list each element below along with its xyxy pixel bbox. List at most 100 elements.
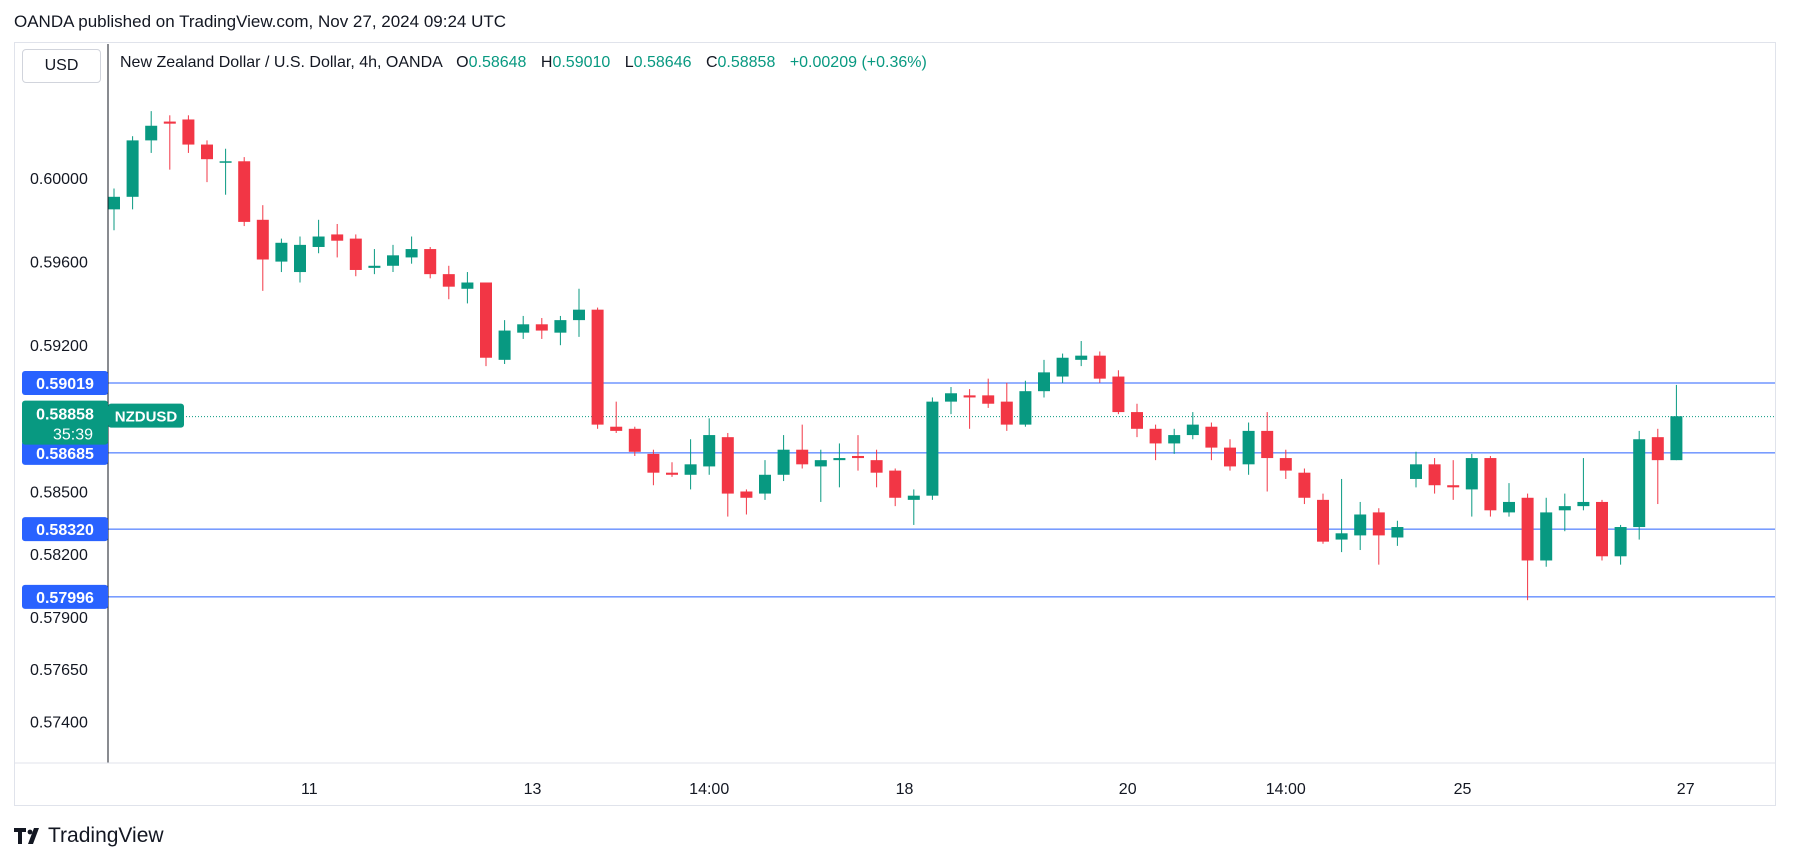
candle-body: [1614, 527, 1627, 557]
footer-brand: TradingView: [48, 824, 164, 847]
candle-body: [331, 234, 344, 241]
candle: [1354, 501, 1367, 551]
legend-close-value: 0.58858: [717, 54, 776, 71]
current-price-value: 0.58858: [36, 407, 94, 424]
candle-body: [498, 330, 511, 360]
candle-body: [1651, 437, 1664, 461]
y-tick-label: 0.57400: [30, 714, 88, 731]
candle-body: [1279, 458, 1292, 471]
candle: [628, 426, 641, 456]
hline-price-label: 0.58685: [22, 440, 108, 465]
candle: [963, 389, 976, 429]
candle: [1596, 499, 1608, 561]
candle: [647, 449, 660, 486]
candle: [163, 115, 176, 170]
candle: [573, 288, 585, 337]
candle-body: [1261, 430, 1274, 459]
candle: [982, 378, 995, 408]
candle: [312, 219, 325, 254]
candle: [1484, 455, 1497, 517]
candle-body: [833, 458, 846, 461]
candle: [591, 307, 604, 429]
legend-low-label: L: [624, 54, 634, 71]
candle: [1391, 520, 1404, 546]
hline-price-tag: [22, 517, 108, 542]
candle: [833, 443, 846, 488]
candle-body: [535, 324, 548, 331]
candle: [517, 315, 530, 339]
candle: [1242, 422, 1255, 475]
candle: [535, 318, 548, 339]
candle: [1670, 384, 1683, 461]
candle: [275, 238, 288, 273]
candle: [1614, 524, 1627, 565]
candle-body: [610, 426, 623, 431]
legend-open-value: 0.58648: [468, 54, 527, 71]
candle-body: [1075, 355, 1088, 360]
candle-body: [1633, 439, 1646, 528]
chart-legend: New Zealand Dollar / U.S. Dollar, 4h, OA…: [120, 54, 927, 72]
y-tick-label: 0.57650: [30, 662, 88, 679]
candle: [1410, 451, 1422, 488]
candle-body: [1354, 514, 1367, 536]
candle-body: [219, 161, 232, 163]
current-price-label: 0.58858 35:39 NZDUSD: [22, 400, 184, 445]
candle: [852, 435, 864, 471]
candle-body: [349, 238, 362, 270]
candle-body: [573, 309, 585, 321]
horizontal-lines-layer: [108, 382, 1775, 598]
candle-body: [442, 274, 455, 287]
candle-body: [312, 236, 325, 247]
candle: [1000, 382, 1013, 431]
candle-body: [945, 393, 957, 402]
candle-body: [889, 470, 902, 498]
candle-body: [368, 265, 381, 268]
candle: [1317, 493, 1329, 544]
candle-body: [1224, 447, 1236, 467]
candle-body: [163, 121, 176, 124]
candle-body: [145, 125, 158, 141]
candle-body: [1019, 391, 1032, 425]
candle-body: [926, 401, 939, 496]
hline-price-tag: [22, 584, 108, 609]
candle: [1131, 403, 1143, 438]
candle: [740, 489, 753, 515]
currency-button[interactable]: USD: [22, 49, 101, 83]
candle: [1335, 478, 1348, 553]
candle-body: [907, 495, 920, 500]
candle-body: [1540, 512, 1553, 561]
candle: [1205, 422, 1218, 461]
candle: [814, 449, 827, 502]
candle-body: [1131, 412, 1143, 429]
candle-body: [1465, 458, 1478, 490]
candle: [405, 236, 418, 264]
hline-price-label: 0.58320: [22, 517, 108, 542]
candle: [1447, 460, 1460, 500]
legend-close-label: C: [705, 54, 718, 71]
candle: [1261, 412, 1274, 492]
candle: [1186, 412, 1199, 440]
candle-body: [796, 449, 809, 465]
candle-body: [1317, 499, 1329, 542]
attribution-text: OANDA published on TradingView.com, Nov …: [14, 12, 507, 31]
candle: [1577, 458, 1590, 511]
legend-open-label: O: [456, 54, 469, 71]
candle: [498, 320, 511, 365]
candle: [721, 432, 734, 517]
candle: [759, 460, 771, 500]
candle-body: [591, 309, 604, 425]
x-tick-label: 25: [1454, 781, 1472, 798]
candle-body: [628, 428, 641, 452]
hline-price-tag: [22, 440, 108, 465]
candle: [126, 136, 139, 210]
candle-body: [1596, 501, 1608, 557]
candle: [238, 157, 251, 227]
candle: [1428, 458, 1441, 494]
candle-body: [1056, 357, 1069, 377]
candle: [1558, 493, 1571, 532]
candle-body: [461, 282, 474, 289]
candle-body: [1484, 458, 1497, 511]
candle: [424, 246, 437, 279]
hline-price-label: 0.57996: [22, 584, 108, 609]
